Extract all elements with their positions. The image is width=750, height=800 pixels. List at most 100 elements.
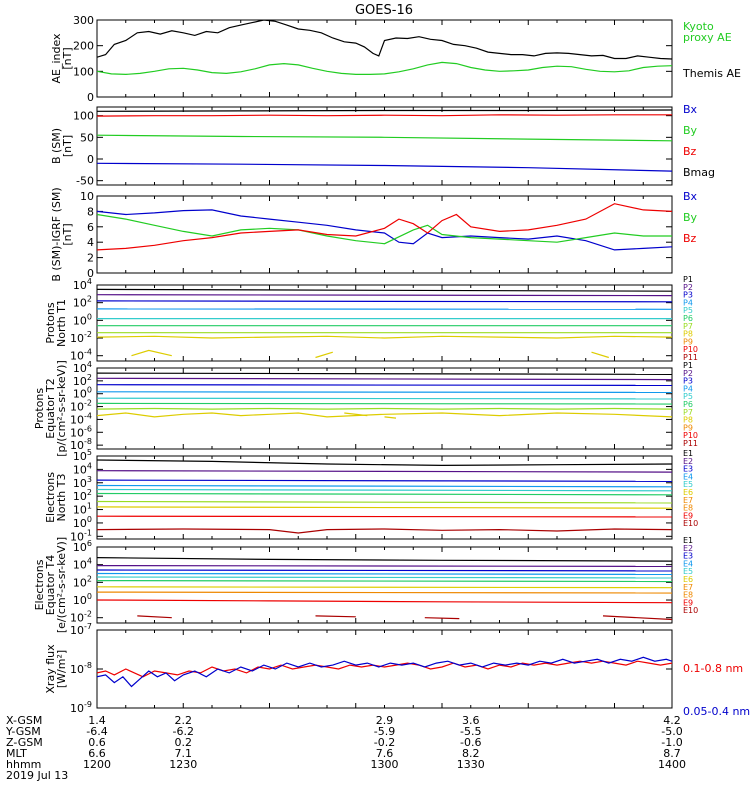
ephemeris-value: 0.2	[175, 736, 193, 749]
legend-entry: 0.05-0.4 nm	[683, 705, 750, 718]
series-line-p3	[97, 300, 672, 303]
legend-entry: E4	[683, 472, 693, 481]
series-group	[97, 372, 672, 419]
legend-entry: E3	[683, 552, 693, 561]
legend-entry: P11	[683, 353, 698, 362]
series-line-p1	[97, 288, 672, 292]
y-tick-label: 50	[80, 131, 94, 144]
series-line-0-1-0-8-nm	[97, 660, 672, 678]
ephemeris-value: -5.5	[460, 725, 481, 738]
y-tick-label: 0	[87, 267, 94, 280]
panel-eT4: 10-2 100 102 104 106 ElectronsEquator T4[e/(c…	[33, 536, 698, 633]
y-axis-label: ElectronsEquator T4[e/(cm²-s-sr-keV)]	[33, 537, 68, 633]
series-line-e10	[424, 617, 460, 620]
legend-entry: By	[683, 124, 698, 137]
y-tick-label: 10	[80, 190, 94, 203]
y-tick-label: 100	[73, 386, 92, 401]
legend-entry: P11	[683, 439, 698, 448]
series-line-e10	[602, 615, 672, 621]
y-tick-label: 102	[73, 295, 92, 310]
ephemeris-row-label: 2019 Jul 13	[6, 769, 68, 782]
series-line-0-05-0-4-nm	[97, 656, 672, 688]
y-tick-label: 100	[73, 592, 92, 607]
y-tick-label: 102	[73, 373, 92, 388]
ephemeris-value: 2.2	[175, 714, 193, 727]
series-line-bz	[97, 114, 672, 117]
legend-entry: Bx	[683, 103, 698, 116]
series-line-p4	[97, 391, 672, 393]
ephemeris-value: -6.2	[173, 725, 194, 738]
legend-entry: P7	[683, 408, 693, 417]
y-axis-label: Xray flux[W/m²]	[44, 644, 68, 694]
legend-entry: Bz	[683, 232, 697, 245]
legend-entry: E4	[683, 559, 693, 568]
y-tick-label: 103	[73, 475, 92, 490]
y-axis-label: ElectronsNorth T3	[44, 472, 68, 523]
y-axis-label: ProtonsEquator T2[p/(cm²-s-sr-keV)]	[33, 360, 68, 457]
legend-entry: Bmag	[683, 166, 715, 179]
series-line-e6	[97, 492, 672, 496]
series-line-p2	[97, 294, 672, 297]
y-tick-label: 100	[73, 110, 94, 123]
y-tick-label: 102	[73, 574, 92, 589]
legend-entry: E8	[683, 504, 693, 513]
y-tick-label: 200	[73, 40, 94, 53]
ephemeris-value: -5.0	[661, 725, 682, 738]
panel-frame	[96, 284, 673, 362]
ephemeris-value: -0.2	[374, 736, 395, 749]
y-tick-label: 10-2	[70, 399, 92, 414]
ephemeris-row-label: Z-GSM	[6, 736, 43, 749]
legend-entry: Kyoto	[683, 20, 714, 33]
series-line-e8	[97, 506, 672, 509]
y-tick-label: 10-6	[70, 424, 92, 439]
y-tick-label: 104	[73, 277, 92, 292]
series-group	[97, 109, 672, 172]
panel-frame	[96, 195, 673, 274]
legend-entry: E3	[683, 465, 693, 474]
ephemeris-value: -0.6	[460, 736, 481, 749]
ephemeris-value: 0.6	[88, 736, 106, 749]
series-line-e5	[97, 488, 672, 492]
panel-bsm: -50 0 50 100 B (SM)[nT] Bx By Bz Bmag	[50, 103, 715, 188]
series-line-p8	[97, 335, 672, 339]
series-group	[97, 288, 672, 359]
y-tick-label: 10-1	[70, 528, 92, 543]
legend-entry: Bz	[683, 145, 697, 158]
ephemeris-value: 7.6	[376, 747, 394, 760]
y-tick-label: 300	[73, 14, 94, 27]
legend-entry: P1	[683, 275, 693, 284]
legend-entry: P4	[683, 384, 693, 393]
series-line-e9	[97, 515, 672, 518]
series-line-e7	[97, 500, 672, 504]
series-line-e3	[97, 569, 672, 572]
legend-entry: P5	[683, 306, 693, 315]
series-line-p2	[97, 377, 672, 381]
ephemeris-value: 1230	[169, 758, 197, 771]
series-line-p8	[97, 412, 672, 418]
legend-entry: P10	[683, 345, 698, 354]
panel-frame	[96, 629, 673, 709]
legend-entry: E9	[683, 511, 693, 520]
legend: 0.1-0.8 nm 0.05-0.4 nm	[683, 662, 750, 718]
legend-entry: E6	[683, 488, 693, 497]
series-line-bx	[97, 162, 672, 172]
series-line-e10	[137, 615, 172, 619]
legend-entry: P9	[683, 337, 693, 346]
series-line-e2	[97, 564, 672, 568]
y-tick-label: 106	[73, 539, 92, 554]
series-line-p5	[97, 397, 672, 400]
legend-entry: By	[683, 211, 698, 224]
y-tick-label: 0	[87, 91, 94, 104]
series-line-e4	[97, 484, 672, 488]
ephemeris-value: 2.9	[376, 714, 394, 727]
legend-entry: P10	[683, 431, 698, 440]
ephemeris-value: 1200	[83, 758, 111, 771]
legend-entry: Themis AE	[682, 67, 741, 80]
legend-entry: E1	[683, 536, 693, 545]
series-line-e8	[97, 591, 672, 594]
panel-frame	[96, 455, 673, 540]
